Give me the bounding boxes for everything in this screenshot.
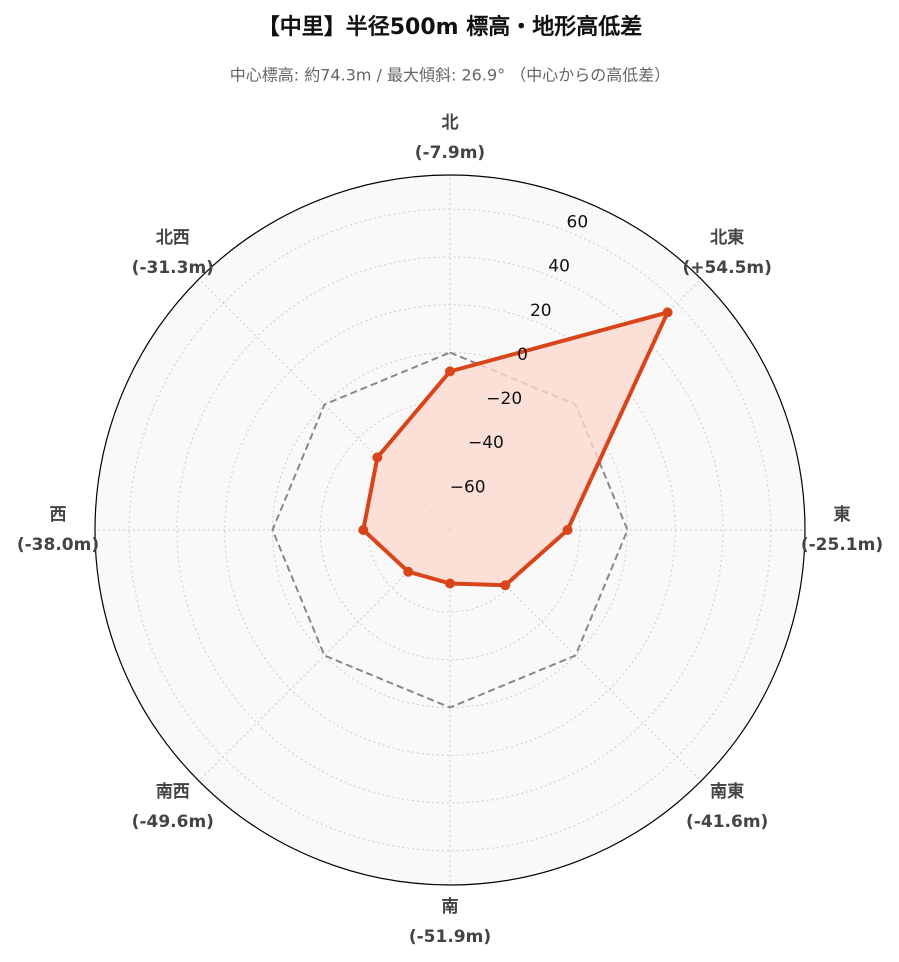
data-point (403, 566, 414, 577)
value-label: (-25.1m) (801, 535, 883, 555)
chart-title: 【中里】半径500m 標高・地形高低差 (258, 14, 643, 40)
r-tick-label: 60 (567, 212, 589, 232)
value-label: (+54.5m) (682, 258, 771, 278)
data-point (445, 366, 455, 377)
r-tick-label: −40 (468, 433, 504, 453)
category-label: 東 (834, 504, 851, 525)
grid-circle (176, 256, 724, 804)
category-label: 北西 (156, 228, 190, 248)
category-label: 南西 (156, 781, 190, 802)
chart-subtitle: 中心標高: 約74.3m / 最大傾斜: 26.9° （中心からの高低差） (230, 66, 670, 85)
data-point (562, 525, 573, 535)
value-label: (-51.9m) (409, 927, 491, 947)
data-point (358, 525, 369, 535)
r-tick-label: 20 (530, 301, 552, 321)
r-tick-label: 0 (517, 345, 528, 365)
spoke (198, 529, 451, 782)
category-label: 北東 (710, 227, 744, 248)
category-label: 南東 (710, 781, 744, 802)
r-tick-label: 40 (548, 257, 570, 277)
category-label: 南 (442, 896, 459, 917)
value-label: (-38.0m) (17, 535, 99, 555)
data-point (662, 307, 673, 318)
value-label: (-7.9m) (415, 143, 485, 163)
value-label: (-41.6m) (686, 812, 768, 832)
spoke (449, 529, 702, 782)
category-label: 北 (442, 113, 459, 133)
value-label: (-49.6m) (132, 812, 214, 832)
r-tick-label: −20 (486, 389, 522, 409)
spoke (198, 278, 451, 531)
data-point (445, 578, 455, 589)
plot-border (94, 174, 806, 886)
value-label: (-31.3m) (132, 258, 214, 278)
r-tick-label: −60 (450, 477, 486, 497)
data-point (372, 452, 383, 463)
data-point (500, 580, 511, 591)
category-label: 西 (50, 505, 67, 525)
